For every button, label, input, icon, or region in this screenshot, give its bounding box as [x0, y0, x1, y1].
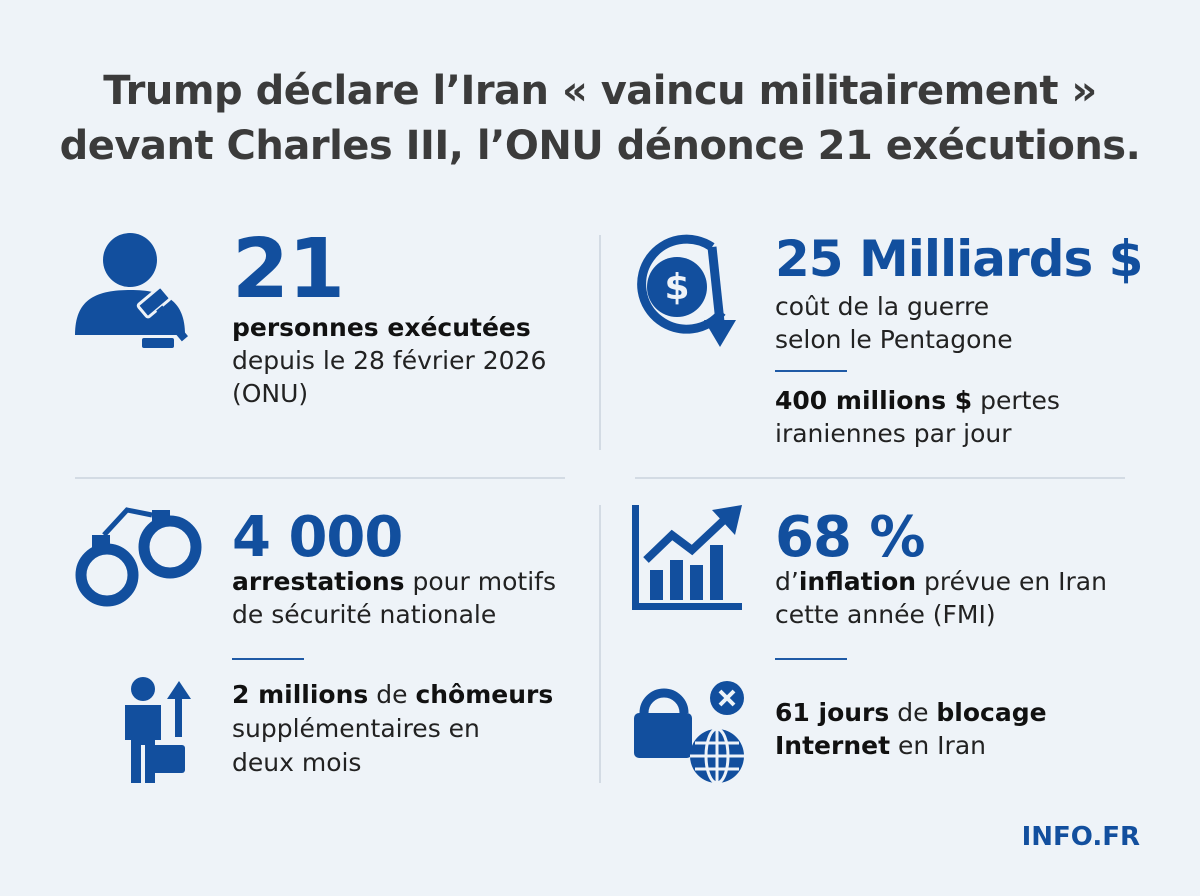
text-line: cette année (FMI)	[775, 600, 996, 629]
divider	[599, 505, 601, 783]
text-line: 2 millions de chômeurs	[232, 680, 553, 709]
text-line: arrestations pour motifs	[232, 567, 556, 596]
text: deux mois	[232, 748, 362, 777]
text-line: de sécurité nationale	[232, 600, 496, 629]
text: coût de la guerre	[775, 292, 990, 321]
bold-text: personnes exécutées	[232, 313, 531, 342]
text-line: depuis le 28 février 2026	[232, 346, 546, 375]
text-line: deux mois	[232, 748, 361, 777]
text-line: selon le Pentagone	[775, 325, 1013, 354]
text: (ONU)	[232, 379, 309, 408]
text-line: 400 millions $ pertes	[775, 386, 1060, 415]
text-line: Internet en Iran	[775, 731, 986, 760]
title-line: Trump déclare l’Iran « vaincu militairem…	[103, 68, 1097, 114]
text: prévue en Iran	[916, 567, 1107, 596]
bold-text: arrestations	[232, 567, 405, 596]
footer-brand: INFO.FR	[1021, 822, 1140, 852]
text-line: coût de la guerre	[775, 292, 989, 321]
rule	[775, 658, 847, 660]
svg-text:$: $	[664, 267, 689, 308]
icon-unemployed	[125, 677, 191, 783]
text: depuis le 28 février 2026	[232, 346, 547, 375]
key-figure: 25 Milliards $	[775, 230, 1143, 288]
bold-text: 61 jours	[775, 698, 890, 727]
text-line: 61 jours de blocage	[775, 698, 1047, 727]
text: supplémentaires en	[232, 714, 480, 743]
text-line: supplémentaires en	[232, 714, 480, 743]
text-line: d’inflation prévue en Iran	[775, 567, 1107, 596]
text: cette année (FMI)	[775, 600, 996, 629]
text-line: (ONU)	[232, 379, 308, 408]
text: de sécurité nationale	[232, 600, 497, 629]
icon-dollar: $	[637, 234, 736, 347]
icon-judge	[75, 233, 188, 348]
divider	[599, 235, 601, 450]
bold-text: Internet	[775, 731, 891, 760]
bold-text: blocage	[936, 698, 1047, 727]
text-line: personnes exécutées	[232, 313, 531, 342]
rule	[775, 370, 847, 372]
bold-text: inflation	[798, 567, 917, 596]
icon-blocked	[634, 681, 744, 785]
text-line: iraniennes par jour	[775, 419, 1012, 448]
text: de	[368, 680, 416, 709]
icon-chart	[632, 505, 742, 610]
title-line: devant Charles III, l’ONU dénonce 21 exé…	[59, 123, 1141, 169]
text: pertes	[972, 386, 1060, 415]
key-figure: 21	[232, 222, 345, 317]
text: de	[889, 698, 937, 727]
bold-text: 2 millions	[232, 680, 369, 709]
text: d’	[775, 567, 799, 596]
bold-text: 400 millions $	[775, 386, 973, 415]
key-figure: 4 000	[232, 505, 403, 570]
key-figure: 68 %	[775, 505, 926, 570]
text: iraniennes par jour	[775, 419, 1012, 448]
text: en Iran	[890, 731, 986, 760]
divider	[75, 477, 565, 479]
divider	[635, 477, 1125, 479]
rule	[232, 658, 304, 660]
bold-text: chômeurs	[415, 680, 554, 709]
text: selon le Pentagone	[775, 325, 1013, 354]
text: pour motifs	[404, 567, 556, 596]
icon-handcuffs	[75, 507, 202, 607]
